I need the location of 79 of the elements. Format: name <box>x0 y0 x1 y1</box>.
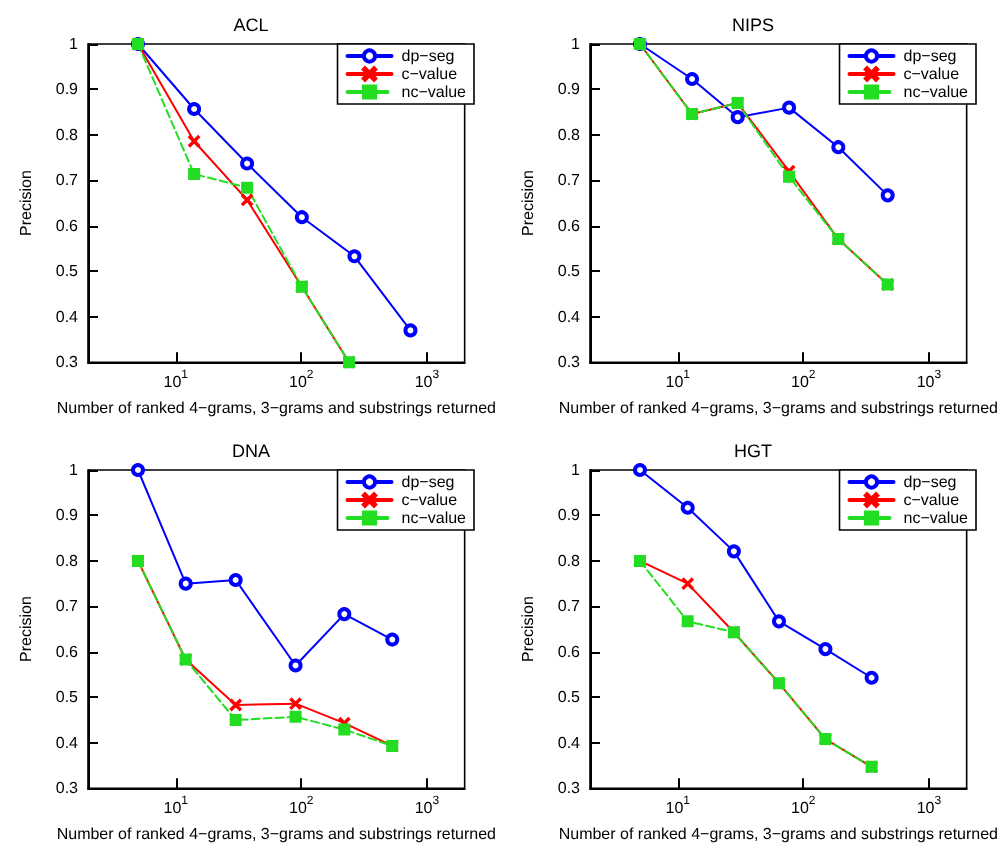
y-tick-label: 0.5 <box>55 262 80 281</box>
point <box>188 168 201 181</box>
y-tick-label: 0.4 <box>55 307 80 326</box>
y-tick-label: 1 <box>571 35 582 53</box>
point <box>403 323 418 338</box>
y-tick-label: 0.9 <box>557 80 582 99</box>
chart-title: ACL <box>233 15 269 35</box>
y-tick-label: 1 <box>571 461 582 479</box>
chart-title: HGT <box>734 441 773 461</box>
x-axis-title: Number of ranked 4−grams, 3−grams and substrings returned <box>56 399 496 417</box>
legend-label: c−value <box>903 65 961 83</box>
point <box>240 156 255 171</box>
y-tick-label: 0.6 <box>55 216 80 235</box>
y-tick-label: 0.7 <box>55 171 80 190</box>
point <box>864 670 879 685</box>
point <box>241 181 254 194</box>
legend-label: nc−value <box>401 83 468 101</box>
legend-label: dp−seg <box>401 47 455 65</box>
point <box>632 463 647 477</box>
point <box>782 100 797 115</box>
point <box>783 170 796 183</box>
legend-label: c−value <box>401 491 459 509</box>
y-tick-label: 0.4 <box>55 733 80 752</box>
y-tick-label: 0.3 <box>557 779 582 798</box>
point <box>730 110 745 125</box>
y-tick-label: 0.5 <box>557 688 582 707</box>
y-axis-title: Precision <box>518 596 537 663</box>
legend-label: nc−value <box>903 509 970 527</box>
y-axis-title: Precision <box>16 170 35 237</box>
y-tick-label: 1 <box>69 461 80 479</box>
y-tick-label: 0.9 <box>55 80 80 99</box>
point <box>831 140 846 155</box>
point <box>241 193 254 206</box>
legend-label: c−value <box>903 491 961 509</box>
point <box>187 102 202 116</box>
point <box>685 72 700 86</box>
y-tick-label: 0.8 <box>55 125 80 144</box>
y-tick-label: 0.6 <box>557 642 582 661</box>
point <box>818 642 833 657</box>
y-tick-label: 0.6 <box>55 642 80 661</box>
y-tick-label: 0.9 <box>557 506 582 525</box>
point <box>347 249 362 264</box>
point <box>188 135 201 148</box>
y-tick-label: 0.7 <box>55 597 80 616</box>
x-axis-title: Number of ranked 4−grams, 3−grams and substrings returned <box>56 825 496 843</box>
y-tick-label: 0.3 <box>557 353 582 372</box>
legend-label: dp−seg <box>903 473 957 491</box>
point <box>726 544 741 559</box>
legend-label: nc−value <box>401 509 468 527</box>
point <box>880 188 895 203</box>
y-axis-title: Precision <box>518 170 537 237</box>
legend-label: dp−seg <box>903 47 957 65</box>
y-tick-label: 0.9 <box>55 506 80 525</box>
y-tick-label: 0.4 <box>557 733 582 752</box>
y-axis-title: Precision <box>16 596 35 663</box>
chart-title: NIPS <box>731 15 775 35</box>
y-tick-label: 0.5 <box>55 688 80 707</box>
y-tick-label: 0.3 <box>55 353 80 372</box>
y-tick-label: 0.8 <box>557 125 582 144</box>
y-tick-label: 0.7 <box>557 171 582 190</box>
legend-label: dp−seg <box>401 473 455 491</box>
point <box>680 500 695 515</box>
y-tick-label: 0.8 <box>55 551 80 570</box>
y-tick-label: 0.4 <box>557 307 582 326</box>
y-tick-label: 0.8 <box>557 551 582 570</box>
y-tick-label: 0.7 <box>557 597 582 616</box>
y-tick-label: 0.6 <box>557 216 582 235</box>
legend-label: nc−value <box>903 83 970 101</box>
point <box>681 615 694 628</box>
point <box>681 577 694 590</box>
y-tick-label: 0.5 <box>557 262 582 281</box>
x-axis-title: Number of ranked 4−grams, 3−grams and substrings returned <box>558 399 998 417</box>
x-axis-title: Number of ranked 4−grams, 3−grams and substrings returned <box>558 825 998 843</box>
chart-title: DNA <box>231 441 271 461</box>
point <box>771 614 786 629</box>
point <box>294 210 309 225</box>
legend-label: c−value <box>401 65 459 83</box>
y-tick-label: 1 <box>69 35 80 53</box>
y-tick-label: 0.3 <box>55 779 80 798</box>
